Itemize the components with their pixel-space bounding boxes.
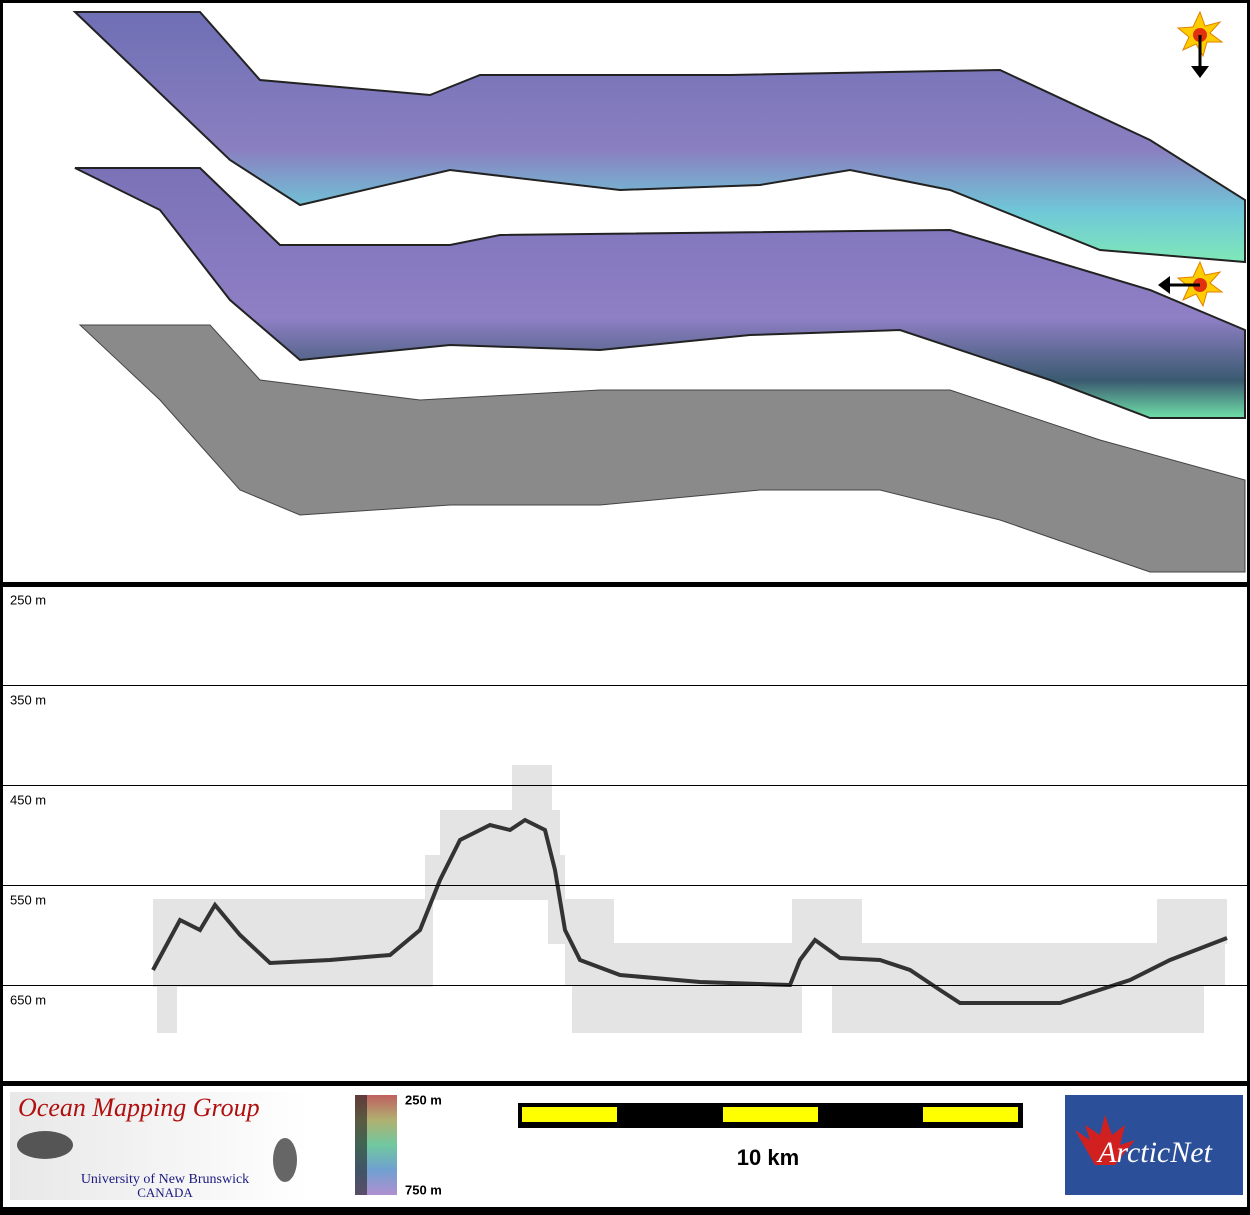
logo-text: CANADA: [137, 1185, 193, 1200]
arcticnet-text: ArcticNet: [1096, 1136, 1213, 1169]
logo-graphic: [273, 1138, 297, 1182]
depth-lines: [3, 685, 1247, 986]
depth-label: 550 m: [10, 892, 46, 907]
sun-icon: [1176, 10, 1224, 78]
color-bar-label: 750 m: [405, 1182, 442, 1197]
depth-label: 350 m: [10, 692, 46, 707]
maple-leaf: [1075, 1115, 1135, 1165]
scale-bar-label: 10 km: [737, 1145, 799, 1170]
depth-label: 250 m: [10, 592, 46, 607]
bathymetry-swath: [72, 11, 1246, 264]
logo-text: University of New Brunswick: [81, 1172, 249, 1187]
backscatter-swath: [78, 324, 1246, 573]
color-bar-label: 250 m: [405, 1092, 442, 1107]
logo-graphic: [17, 1131, 73, 1159]
depth-label: 650 m: [10, 992, 46, 1007]
scale-bar: [518, 1103, 1023, 1128]
logo-title: Ocean Mapping Group: [18, 1093, 260, 1122]
depth-label: 450 m: [10, 792, 46, 807]
sun-icon: [1158, 260, 1224, 308]
bathymetry-swath: [74, 167, 1246, 419]
seabed-profile: [151, 817, 1228, 1005]
color-bar-shade: [355, 1095, 367, 1195]
